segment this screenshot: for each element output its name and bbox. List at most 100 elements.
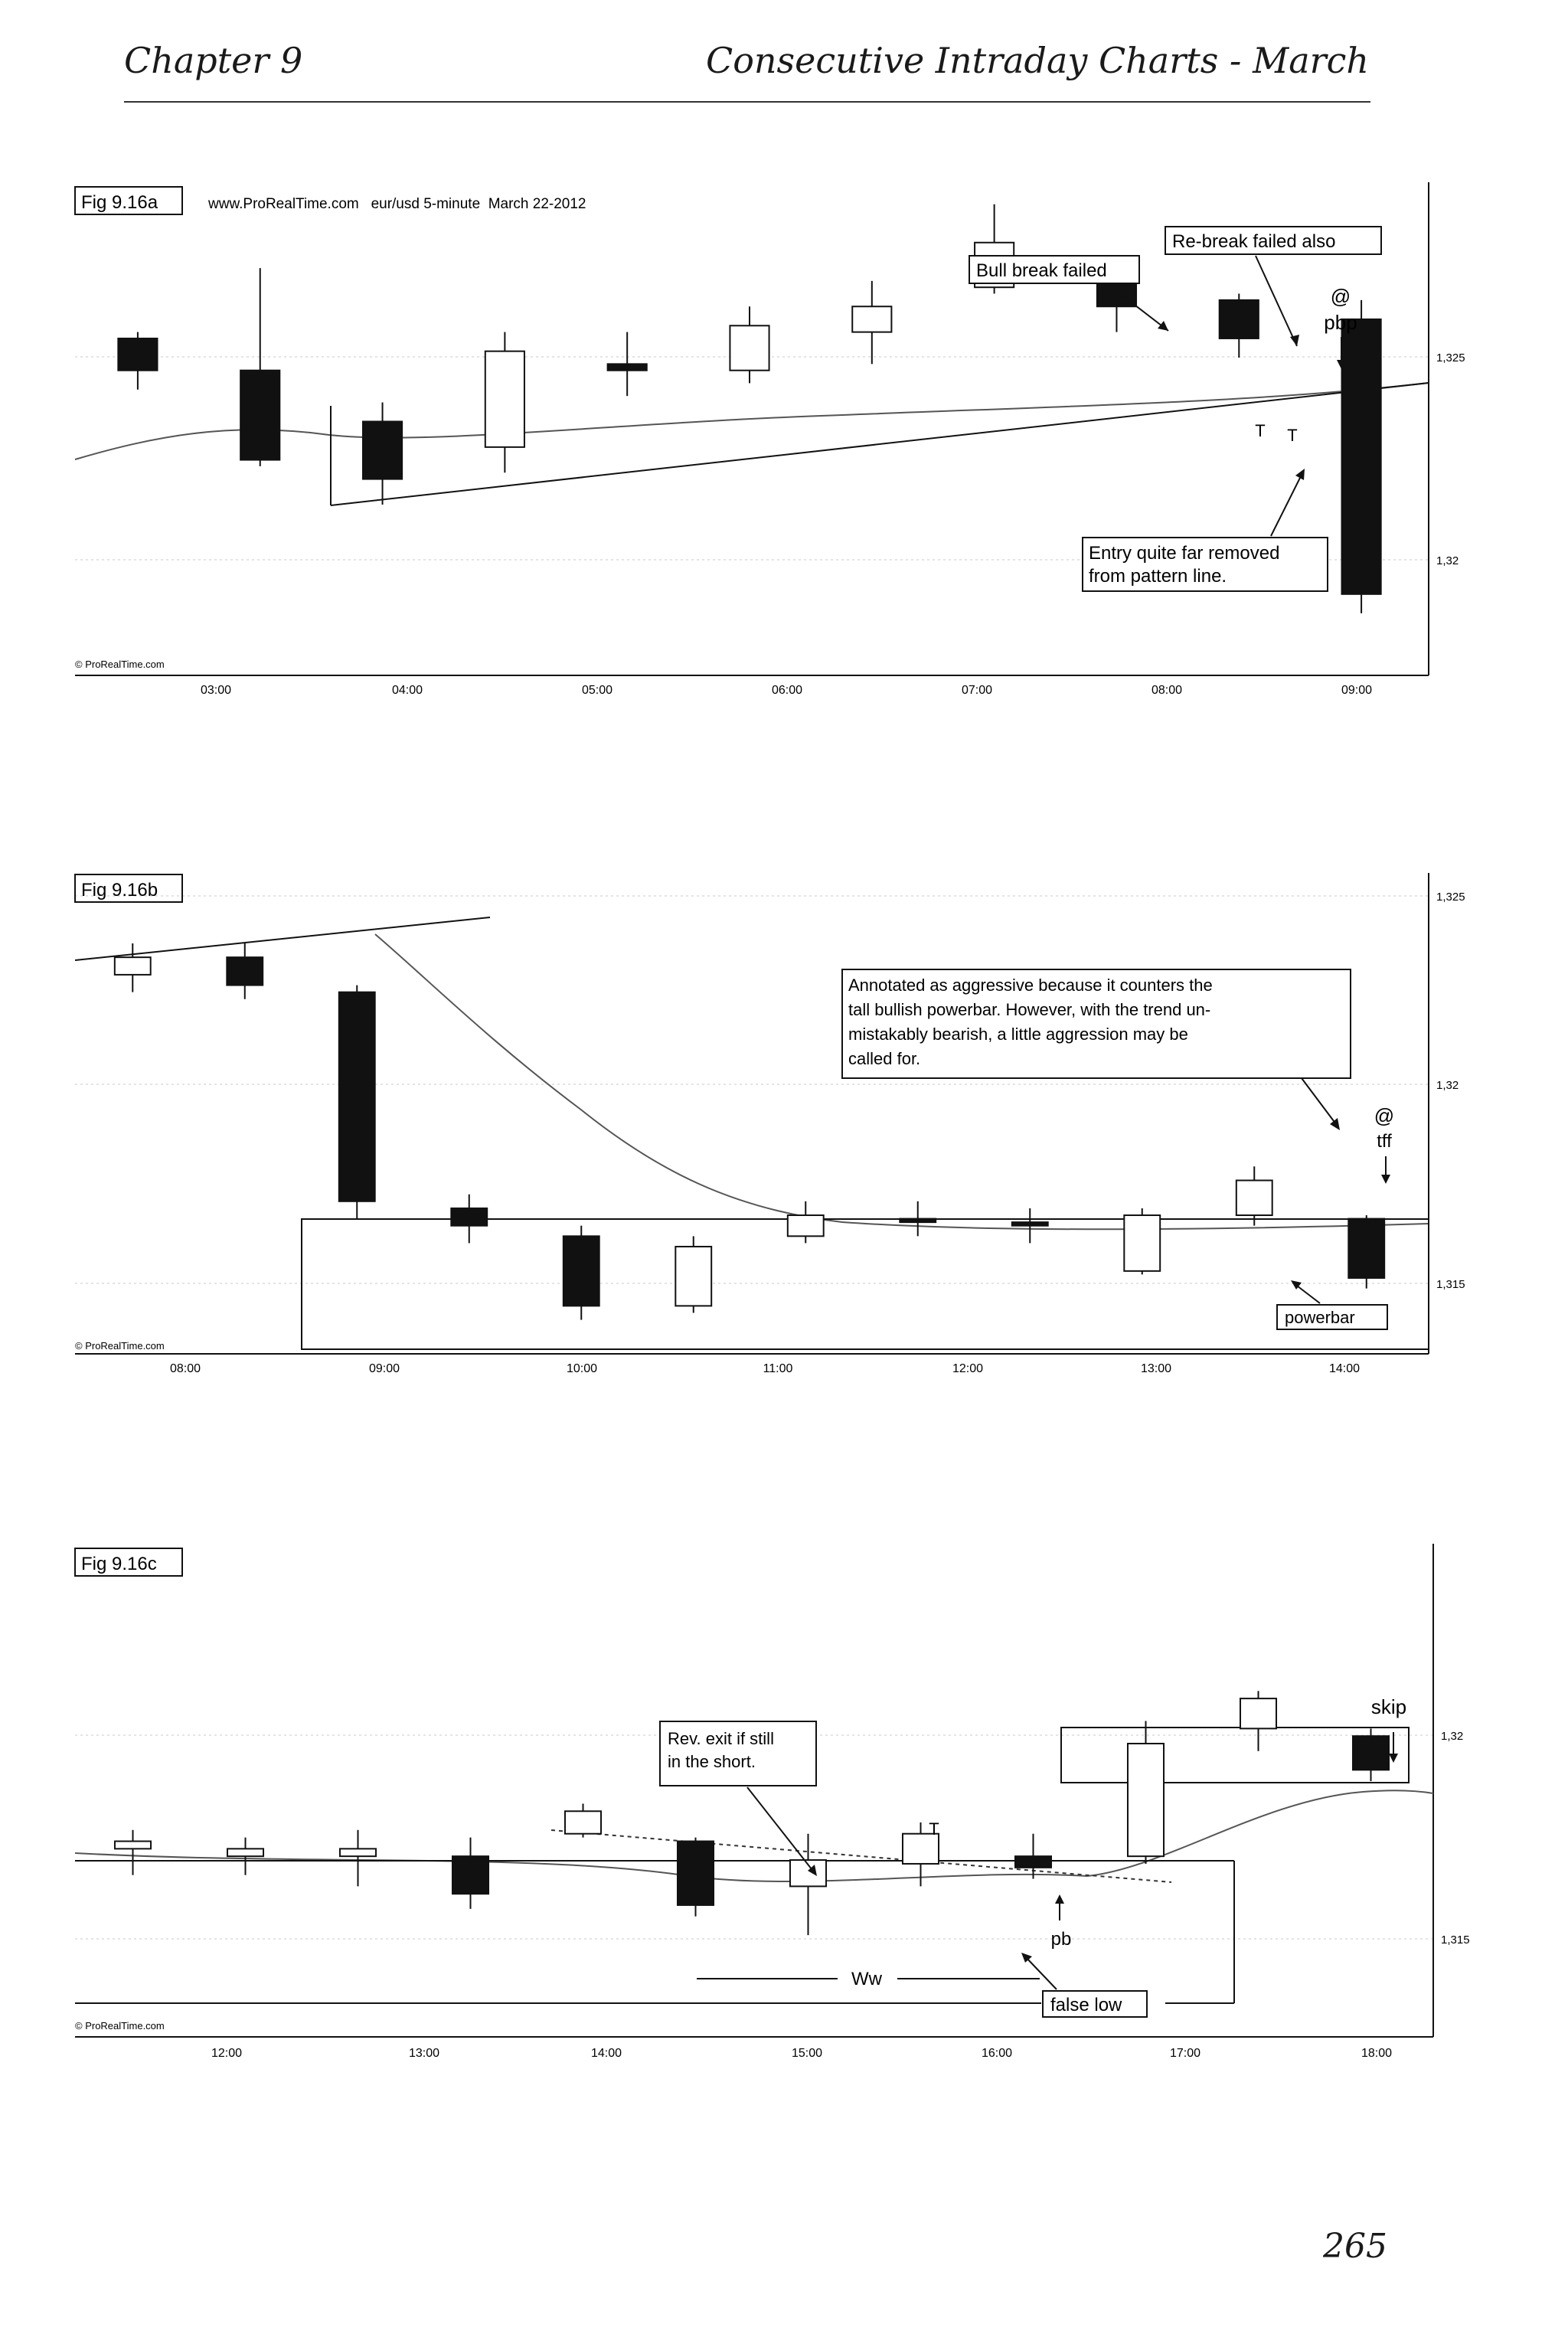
candles	[113, 1691, 1390, 1936]
annotation-arrow	[1024, 1955, 1057, 1990]
time-label: 10:00	[567, 1362, 597, 1375]
arrow-head	[1389, 1754, 1398, 1763]
annotation-text: tall bullish powerbar. However, with the…	[848, 1000, 1210, 1019]
bear-candle	[450, 1207, 488, 1227]
bear-candle	[338, 991, 376, 1202]
entry-marker: @	[1374, 1104, 1394, 1127]
time-label: 11:00	[763, 1362, 793, 1375]
annotation-box	[1082, 537, 1328, 592]
entry-marker: @	[1331, 285, 1351, 308]
arrow-head	[808, 1865, 817, 1876]
bull-candle	[113, 1840, 152, 1850]
figure-9-16b: 1,325 1,32 1,315 08:00 09:00 10:00 11:00…	[74, 873, 1465, 1375]
figure-caption: www.ProRealTime.com eur/usd 5-minute Mar…	[207, 196, 586, 212]
arrow-head	[1290, 335, 1299, 346]
bear-candle	[361, 420, 403, 480]
time-label: 14:00	[591, 2047, 622, 2060]
figure-label-box	[74, 874, 183, 903]
annotation-text: mistakably bearish, a little aggression …	[848, 1025, 1188, 1044]
figure-label-box	[74, 186, 183, 215]
price-label: 1,32	[1436, 1079, 1459, 1092]
bear-candle	[606, 363, 648, 371]
annotation-text: Entry quite far removed	[1089, 543, 1279, 564]
time-label: 14:00	[1329, 1362, 1360, 1375]
candles	[117, 204, 1382, 613]
time-label: 07:00	[962, 684, 992, 697]
bull-candle	[1235, 1179, 1273, 1217]
figure-label: Fig 9.16b	[81, 880, 158, 901]
bear-candle	[1014, 1855, 1053, 1868]
annotation-arrow	[1255, 255, 1298, 347]
time-label: 09:00	[369, 1362, 400, 1375]
watermark: © ProRealTime.com	[75, 659, 165, 670]
ema-line	[74, 1790, 1434, 1883]
bear-candle	[1218, 299, 1259, 339]
time-label: 18:00	[1361, 2047, 1392, 2060]
bull-candle	[564, 1810, 603, 1835]
t-marker: T	[929, 1819, 939, 1839]
bull-candle	[1126, 1742, 1165, 1858]
signal-label: pbp	[1324, 311, 1357, 334]
bear-candle	[899, 1218, 937, 1224]
arrow-head	[1291, 1280, 1302, 1290]
trend-line	[330, 382, 1429, 506]
time-label: 16:00	[982, 2047, 1012, 2060]
price-label: 1,315	[1436, 1278, 1465, 1291]
time-label: 13:00	[1141, 1362, 1171, 1375]
bull-candle	[1123, 1214, 1161, 1272]
arrow-head	[1055, 1894, 1064, 1904]
price-label: 1,325	[1436, 891, 1465, 904]
bear-candle	[676, 1840, 715, 1906]
price-label: 1,315	[1441, 1933, 1470, 1947]
trend-line	[550, 1829, 1172, 1883]
time-label: 03:00	[201, 684, 231, 697]
t-marker: T	[1287, 426, 1297, 445]
candles	[113, 943, 1386, 1320]
bear-candle	[1351, 1735, 1390, 1771]
bear-candle	[226, 956, 264, 986]
trend-line	[74, 917, 491, 961]
annotation-box	[1276, 1304, 1388, 1330]
annotation-arrow	[1270, 471, 1304, 537]
figure-9-16a: 1,325 1,32 03:00 04:00 05:00 06:00 07:00…	[74, 182, 1465, 697]
time-label: 04:00	[392, 684, 423, 697]
annotation-box	[659, 1721, 817, 1786]
arrow-head	[1295, 469, 1305, 480]
figure-label: Fig 9.16c	[81, 1554, 157, 1574]
price-label: 1,325	[1436, 351, 1465, 364]
signal-label: pb	[1051, 1929, 1072, 1950]
time-label: 12:00	[952, 1362, 983, 1375]
bear-candle	[240, 369, 281, 461]
bear-candle	[451, 1855, 490, 1895]
arrow-head	[1158, 321, 1168, 331]
range-box	[301, 1218, 1429, 1350]
range-box	[1060, 1727, 1410, 1783]
figure-9-16c: 1,32 1,315 12:00 13:00 14:00 15:00 16:00…	[74, 1544, 1470, 2060]
watermark: © ProRealTime.com	[75, 2020, 165, 2032]
section-heading: Consecutive Intraday Charts - March	[706, 40, 1369, 81]
bull-candle	[901, 1832, 940, 1865]
annotation-text: false low	[1050, 1995, 1122, 2015]
time-label: 08:00	[170, 1362, 201, 1375]
bull-candle	[226, 1848, 265, 1858]
header-rule	[124, 101, 1370, 103]
annotation-text: Rev. exit if still	[668, 1729, 774, 1748]
annotation-box	[1165, 226, 1382, 255]
annotation-arrow	[1108, 284, 1169, 332]
bull-candle	[786, 1214, 825, 1237]
bull-candle	[851, 306, 893, 333]
bull-candle	[729, 325, 770, 371]
bear-candle	[117, 337, 158, 371]
signal-label: tff	[1377, 1131, 1392, 1152]
ema-line	[74, 382, 1429, 460]
annotation-text: Bull break failed	[976, 260, 1107, 281]
time-label: 08:00	[1152, 684, 1182, 697]
bull-candle	[484, 350, 525, 448]
figure-label: Fig 9.16a	[81, 192, 158, 213]
time-label: 17:00	[1170, 2047, 1200, 2060]
bull-candle	[675, 1245, 713, 1307]
bear-candle	[1348, 1218, 1386, 1279]
t-marker: T	[1255, 421, 1265, 440]
annotation-box	[841, 969, 1351, 1079]
bull-candle	[1239, 1698, 1278, 1730]
